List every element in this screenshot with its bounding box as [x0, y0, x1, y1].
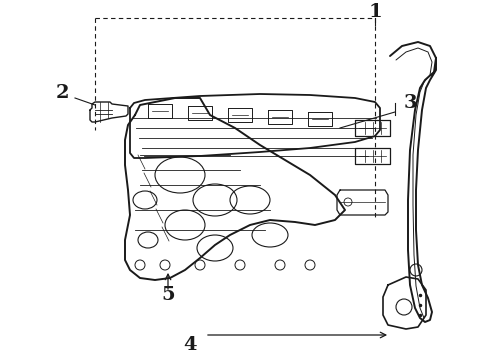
Text: 3: 3 — [403, 94, 417, 112]
Text: 4: 4 — [183, 336, 197, 354]
Text: 2: 2 — [55, 84, 69, 102]
Text: 1: 1 — [368, 3, 382, 21]
Text: 5: 5 — [161, 286, 175, 304]
